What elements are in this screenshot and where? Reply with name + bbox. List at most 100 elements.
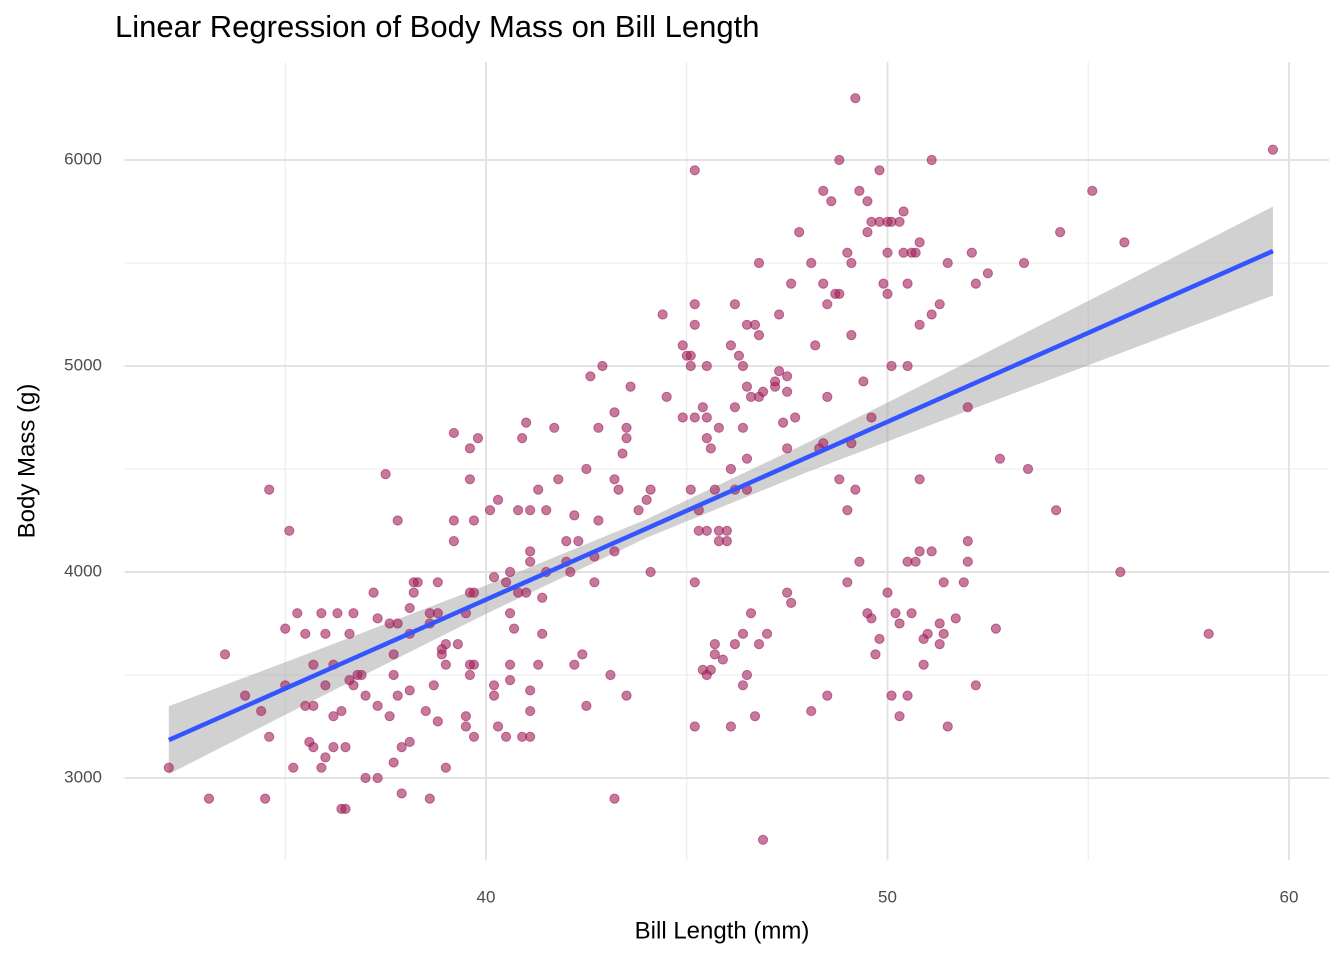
- data-point: [874, 633, 885, 645]
- data-point: [926, 154, 937, 166]
- data-point: [408, 587, 419, 598]
- data-point: [240, 690, 251, 701]
- data-point: [850, 93, 861, 104]
- data-point: [806, 705, 817, 717]
- data-point: [625, 381, 636, 392]
- data-point: [942, 721, 953, 732]
- data-point: [850, 484, 861, 495]
- data-point: [862, 227, 873, 238]
- data-point: [488, 572, 500, 583]
- data-point: [846, 257, 857, 269]
- data-point: [966, 247, 977, 258]
- data-point: [500, 731, 512, 742]
- data-point: [729, 402, 741, 413]
- data-point: [962, 402, 973, 413]
- data-point: [504, 659, 516, 670]
- data-point: [641, 494, 652, 505]
- data-point: [440, 762, 451, 773]
- data-point: [525, 505, 536, 516]
- data-point: [705, 664, 716, 675]
- data-point: [264, 484, 275, 495]
- data-point: [344, 628, 355, 639]
- data-point: [938, 577, 949, 588]
- data-point: [725, 721, 737, 732]
- points-layer: [163, 93, 1279, 845]
- data-point: [500, 577, 512, 588]
- data-point: [854, 185, 865, 196]
- data-point: [360, 772, 371, 784]
- data-point: [432, 577, 443, 588]
- data-point: [368, 587, 379, 598]
- data-point: [513, 505, 524, 516]
- data-point: [509, 623, 520, 634]
- data-point: [468, 587, 480, 598]
- data-point: [533, 659, 544, 670]
- data-point: [689, 165, 700, 176]
- data-point: [689, 412, 700, 423]
- data-point: [914, 237, 925, 248]
- data-point: [962, 536, 973, 547]
- data-point: [320, 628, 331, 639]
- data-point: [902, 360, 913, 372]
- data-point: [432, 716, 443, 727]
- data-point: [1022, 463, 1034, 475]
- data-point: [689, 299, 700, 310]
- data-point: [609, 793, 620, 804]
- data-point: [717, 654, 728, 665]
- data-point: [741, 669, 753, 681]
- x-tick-label: 60: [1280, 887, 1299, 906]
- data-point: [753, 257, 765, 269]
- data-point: [737, 422, 749, 433]
- data-point: [504, 566, 516, 578]
- data-point: [617, 448, 628, 459]
- data-point: [448, 427, 459, 439]
- data-point: [288, 762, 299, 773]
- data-point: [436, 649, 447, 660]
- data-point: [621, 422, 632, 433]
- data-point: [460, 711, 472, 722]
- data-point: [737, 360, 749, 372]
- data-point: [392, 690, 403, 701]
- data-point: [432, 608, 443, 619]
- data-point: [424, 793, 435, 804]
- data-point: [806, 257, 817, 269]
- data-point: [488, 680, 500, 691]
- data-point: [934, 639, 945, 650]
- data-point: [609, 546, 620, 557]
- data-point: [677, 340, 688, 351]
- data-point: [778, 417, 789, 428]
- data-point: [749, 319, 761, 330]
- data-point: [348, 608, 359, 619]
- data-point: [396, 742, 407, 753]
- data-point: [782, 371, 793, 382]
- data-point: [894, 711, 905, 722]
- data-point: [280, 623, 291, 634]
- data-point: [525, 546, 536, 557]
- data-point: [842, 577, 853, 588]
- data-point: [320, 752, 331, 763]
- data-point: [689, 577, 700, 588]
- data-point: [685, 360, 696, 372]
- data-point: [581, 463, 592, 475]
- x-axis-title: Bill Length (mm): [635, 917, 810, 944]
- data-point: [1051, 505, 1062, 516]
- data-point: [725, 340, 737, 351]
- data-point: [822, 391, 833, 402]
- data-point: [862, 196, 873, 207]
- data-point: [553, 474, 564, 485]
- data-point: [970, 278, 981, 289]
- data-point: [761, 628, 773, 639]
- data-point: [990, 623, 1002, 634]
- data-point: [790, 412, 801, 423]
- data-point: [388, 649, 399, 660]
- data-point: [882, 288, 893, 299]
- data-point: [645, 484, 656, 495]
- data-point: [292, 608, 303, 619]
- data-point: [340, 803, 351, 815]
- data-point: [741, 453, 753, 464]
- data-point: [721, 525, 733, 536]
- x-tick-label: 40: [477, 887, 496, 906]
- data-point: [870, 649, 881, 660]
- data-point: [565, 566, 576, 578]
